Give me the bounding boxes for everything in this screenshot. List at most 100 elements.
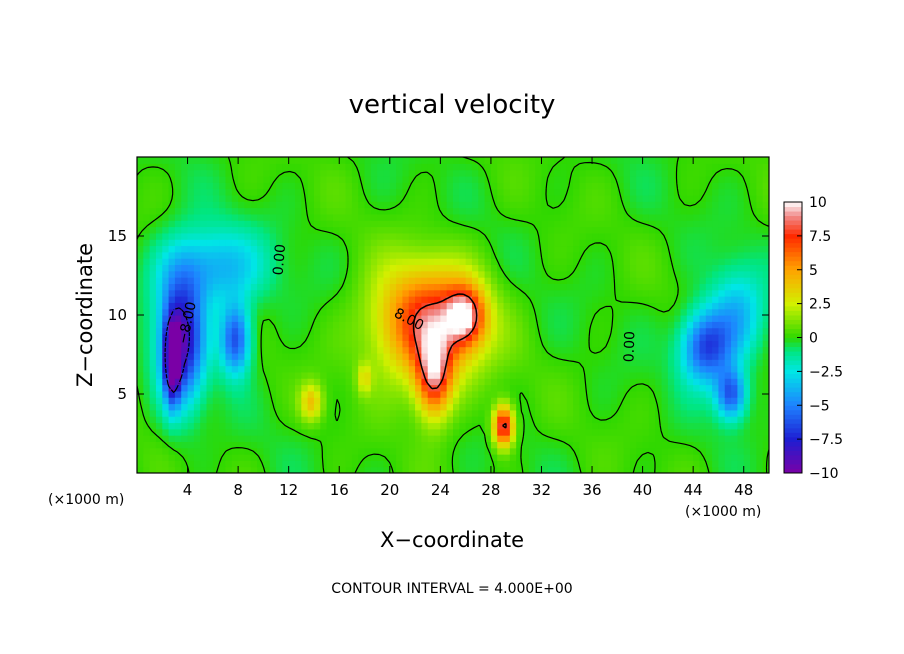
field-cell bbox=[427, 251, 435, 259]
field-cell bbox=[667, 207, 675, 215]
field-cell bbox=[484, 264, 492, 272]
field-cell bbox=[686, 258, 694, 266]
field-cell bbox=[705, 333, 713, 341]
field-cell bbox=[604, 371, 612, 379]
field-cell bbox=[490, 460, 498, 468]
field-cell bbox=[636, 460, 644, 468]
field-cell bbox=[503, 270, 511, 278]
field-cell bbox=[667, 397, 675, 405]
field-cell bbox=[528, 194, 536, 202]
field-cell bbox=[257, 371, 264, 379]
field-cell bbox=[339, 359, 347, 367]
field-cell bbox=[219, 207, 227, 215]
field-cell bbox=[503, 157, 511, 164]
field-cell bbox=[155, 239, 163, 247]
field-cell bbox=[560, 428, 568, 436]
field-cell bbox=[471, 315, 479, 322]
field-cell bbox=[579, 359, 587, 367]
field-cell bbox=[219, 264, 227, 272]
field-cell bbox=[219, 277, 227, 284]
field-cell bbox=[301, 447, 309, 455]
field-cell bbox=[440, 333, 448, 341]
field-cell bbox=[604, 384, 612, 392]
field-cell bbox=[288, 416, 296, 424]
field-cell bbox=[617, 390, 625, 398]
field-cell bbox=[200, 378, 208, 386]
field-cell bbox=[238, 441, 246, 449]
field-cell bbox=[724, 422, 732, 430]
field-cell bbox=[250, 352, 258, 360]
field-cell bbox=[560, 352, 568, 360]
field-cell bbox=[718, 333, 726, 341]
field-cell bbox=[756, 232, 764, 240]
field-cell bbox=[339, 182, 347, 190]
field-cell bbox=[282, 447, 290, 455]
field-cell bbox=[206, 277, 214, 284]
field-cell bbox=[604, 277, 612, 284]
field-cell bbox=[611, 397, 618, 405]
field-cell bbox=[200, 340, 208, 348]
field-cell bbox=[263, 435, 271, 442]
field-cell bbox=[269, 163, 277, 171]
field-cell bbox=[282, 169, 290, 177]
field-cell bbox=[155, 409, 163, 417]
field-cell bbox=[459, 390, 467, 398]
field-cell bbox=[434, 333, 441, 341]
field-cell bbox=[440, 454, 448, 461]
field-cell bbox=[162, 466, 170, 473]
field-cell bbox=[168, 277, 176, 284]
field-cell bbox=[174, 346, 182, 354]
field-cell bbox=[718, 416, 726, 424]
field-cell bbox=[509, 359, 517, 367]
field-cell bbox=[693, 466, 701, 473]
field-cell bbox=[339, 466, 347, 473]
field-cell bbox=[459, 239, 467, 247]
field-cell bbox=[693, 277, 701, 284]
field-cell bbox=[446, 321, 454, 329]
field-cell bbox=[212, 277, 220, 284]
field-cell bbox=[225, 194, 233, 202]
field-cell bbox=[402, 409, 410, 417]
field-cell bbox=[332, 447, 340, 455]
field-cell bbox=[478, 201, 486, 209]
field-cell bbox=[465, 239, 473, 247]
field-cell bbox=[743, 270, 751, 278]
field-cell bbox=[402, 213, 410, 221]
field-cell bbox=[377, 346, 385, 354]
field-cell bbox=[332, 194, 340, 202]
field-cell bbox=[465, 352, 473, 360]
field-cell bbox=[370, 182, 378, 190]
field-cell bbox=[231, 270, 239, 278]
field-cell bbox=[718, 428, 726, 436]
field-cell bbox=[516, 333, 524, 341]
field-cell bbox=[193, 308, 201, 316]
field-cell bbox=[200, 157, 208, 164]
field-cell bbox=[389, 264, 397, 272]
field-cell bbox=[225, 169, 233, 177]
field-cell bbox=[276, 163, 283, 171]
field-cell bbox=[364, 251, 372, 259]
field-cell bbox=[168, 302, 176, 310]
field-cell bbox=[212, 346, 220, 354]
field-cell bbox=[137, 333, 144, 341]
field-cell bbox=[547, 226, 555, 234]
field-cell bbox=[269, 390, 277, 398]
field-cell bbox=[313, 157, 321, 164]
field-cell bbox=[737, 416, 745, 424]
field-cell bbox=[680, 422, 688, 430]
field-cell bbox=[351, 289, 359, 297]
field-cell bbox=[244, 422, 252, 430]
field-cell bbox=[579, 239, 587, 247]
field-cell bbox=[585, 371, 593, 379]
field-cell bbox=[750, 422, 757, 430]
field-cell bbox=[497, 194, 505, 202]
field-cell bbox=[137, 409, 144, 417]
field-cell bbox=[212, 454, 220, 461]
field-cell bbox=[585, 365, 593, 373]
field-cell bbox=[200, 422, 208, 430]
field-cell bbox=[383, 302, 391, 310]
field-cell bbox=[541, 232, 549, 240]
field-cell bbox=[661, 296, 669, 303]
field-cell bbox=[667, 194, 675, 202]
field-cell bbox=[345, 365, 353, 373]
